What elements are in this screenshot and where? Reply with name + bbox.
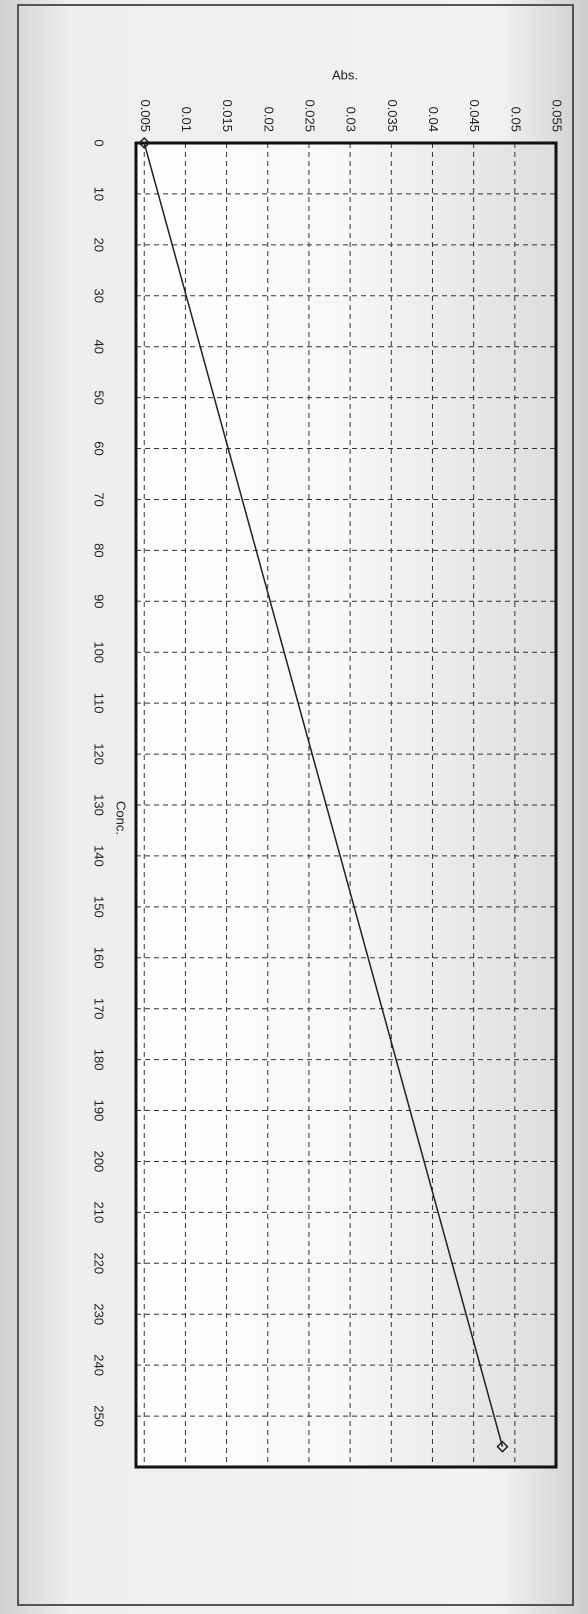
x-tick-label: 150 xyxy=(92,896,107,918)
y-tick-label: 0.025 xyxy=(303,99,318,132)
y-tick-label: 0.035 xyxy=(385,99,400,132)
x-tick-label: 0 xyxy=(92,139,107,146)
x-tick-label: 200 xyxy=(92,1151,107,1173)
x-tick-label: 170 xyxy=(92,998,107,1020)
y-axis-label: Abs. xyxy=(332,67,358,82)
y-tick-label: 0.055 xyxy=(550,99,565,132)
x-tick-label: 180 xyxy=(92,1049,107,1071)
x-tick-label: 250 xyxy=(92,1405,107,1427)
x-tick-label: 100 xyxy=(92,641,107,663)
y-tick-label: 0.01 xyxy=(179,107,194,132)
x-tick-label: 110 xyxy=(92,693,107,714)
x-tick-label: 130 xyxy=(92,794,107,816)
data-line xyxy=(143,142,504,1447)
x-tick-label: 30 xyxy=(92,289,107,303)
x-tick-label: 140 xyxy=(92,845,107,867)
outer-frame xyxy=(17,4,574,1606)
data-point xyxy=(496,1440,509,1453)
x-tick-label: 50 xyxy=(92,390,107,404)
x-tick-label: 80 xyxy=(92,543,107,557)
x-tick-label: 70 xyxy=(92,492,107,506)
x-tick-label: 10 xyxy=(92,187,107,201)
x-tick-label: 90 xyxy=(92,594,107,608)
y-tick-label: 0.05 xyxy=(508,107,523,132)
plot-frame xyxy=(134,141,558,1469)
y-tick-label: 0.015 xyxy=(220,99,235,132)
x-tick-label: 20 xyxy=(92,238,107,252)
y-tick-label: 0.03 xyxy=(344,107,359,132)
x-tick-label: 160 xyxy=(92,947,107,969)
data-point xyxy=(138,136,151,150)
x-tick-label: 60 xyxy=(92,441,107,455)
y-tick-label: 0.045 xyxy=(467,99,482,132)
x-axis-label: Conc. xyxy=(114,801,129,835)
y-tick-label: 0.02 xyxy=(261,107,276,132)
x-tick-label: 210 xyxy=(92,1202,107,1224)
x-tick-label: 40 xyxy=(92,339,107,353)
x-tick-label: 190 xyxy=(92,1100,107,1122)
y-tick-label: 0.005 xyxy=(138,99,153,132)
y-tick-label: 0.04 xyxy=(426,107,441,132)
x-tick-label: 230 xyxy=(92,1303,107,1325)
x-tick-label: 120 xyxy=(92,743,107,765)
x-tick-label: 240 xyxy=(92,1354,107,1376)
x-tick-label: 220 xyxy=(92,1252,107,1274)
